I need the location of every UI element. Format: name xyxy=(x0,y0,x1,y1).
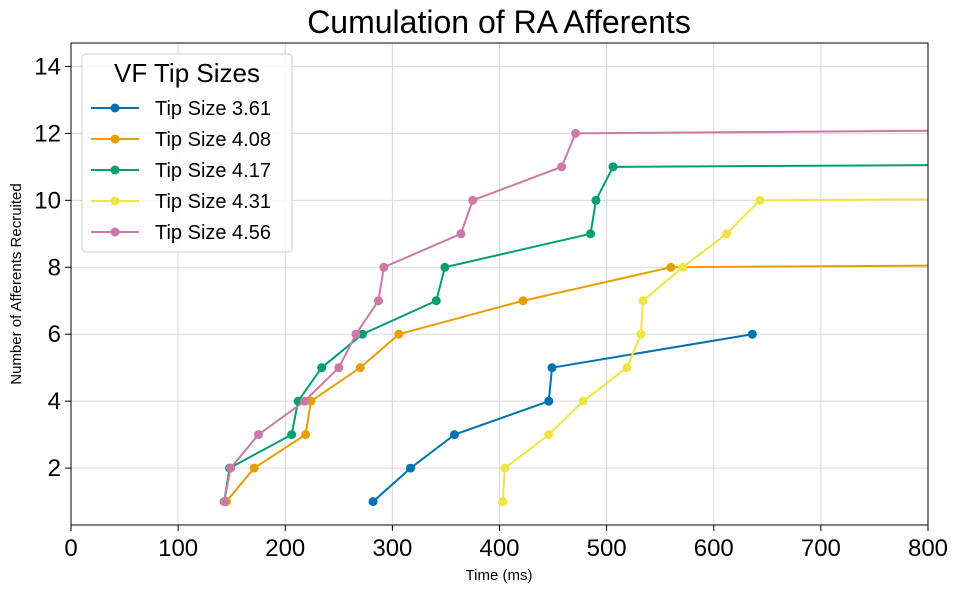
data-point xyxy=(357,329,367,339)
data-point xyxy=(547,363,557,373)
x-axis-ticks: 0 100 200 300 400 500 600 700 800 xyxy=(64,525,948,562)
data-point xyxy=(249,463,259,473)
data-point xyxy=(355,363,365,373)
data-point xyxy=(431,296,441,306)
data-point xyxy=(373,296,383,306)
y-axis-ticks: 2 4 6 8 10 12 14 xyxy=(34,53,71,482)
legend-marker xyxy=(110,227,120,237)
series-4 xyxy=(498,195,928,507)
y-tick-label: 4 xyxy=(48,388,61,415)
legend-label: Tip Size 4.08 xyxy=(155,129,271,151)
legend-marker xyxy=(110,196,120,206)
data-point xyxy=(456,229,466,239)
series-line xyxy=(372,333,753,503)
data-point xyxy=(544,396,554,406)
data-point xyxy=(306,396,316,406)
data-point xyxy=(722,229,732,239)
legend-label: Tip Size 4.17 xyxy=(155,160,271,182)
x-tick-label: 700 xyxy=(801,535,841,562)
series-5 xyxy=(219,128,928,507)
x-tick-label: 100 xyxy=(158,535,198,562)
data-point xyxy=(440,262,450,272)
x-tick-label: 300 xyxy=(372,535,412,562)
data-point xyxy=(317,363,327,373)
y-tick-label: 14 xyxy=(34,53,61,80)
data-point xyxy=(591,195,601,205)
data-point xyxy=(301,430,311,440)
legend-items: Tip Size 3.61 Tip Size 4.08 Tip Size 4.17 T… xyxy=(91,98,271,244)
y-axis-label: Number of Afferents Recruited xyxy=(8,183,25,385)
data-point xyxy=(219,497,229,507)
series-line xyxy=(223,164,928,502)
data-point xyxy=(666,262,676,272)
data-point xyxy=(638,296,648,306)
data-point xyxy=(498,497,508,507)
data-point xyxy=(518,296,528,306)
legend-label: Tip Size 4.56 xyxy=(155,222,271,244)
data-point xyxy=(678,262,688,272)
data-point xyxy=(300,396,310,406)
data-point xyxy=(450,430,460,440)
data-point xyxy=(394,329,404,339)
y-tick-label: 12 xyxy=(34,120,61,147)
x-axis-label: Time (ms) xyxy=(466,567,533,584)
data-point xyxy=(755,195,765,205)
y-tick-label: 6 xyxy=(48,321,61,348)
series-line xyxy=(501,198,928,502)
x-tick-label: 200 xyxy=(265,535,305,562)
x-tick-label: 500 xyxy=(587,535,627,562)
data-point xyxy=(368,497,378,507)
legend-box xyxy=(81,53,293,253)
series-1 xyxy=(368,329,757,507)
legend-label: Tip Size 4.31 xyxy=(155,191,271,213)
data-point xyxy=(334,363,344,373)
x-tick-label: 600 xyxy=(694,535,734,562)
data-point xyxy=(747,329,757,339)
data-point xyxy=(468,195,478,205)
data-point xyxy=(622,363,632,373)
data-point xyxy=(636,329,646,339)
y-tick-label: 2 xyxy=(48,455,61,482)
legend-title: VF Tip Sizes xyxy=(114,58,260,88)
data-point xyxy=(544,430,554,440)
data-point xyxy=(226,463,236,473)
series-line xyxy=(225,264,928,503)
x-tick-label: 400 xyxy=(479,535,519,562)
legend-marker xyxy=(110,103,120,113)
data-point xyxy=(571,128,581,138)
data-point xyxy=(608,162,618,172)
series-2 xyxy=(221,262,928,507)
series-line xyxy=(223,129,928,502)
x-tick-label: 800 xyxy=(908,535,948,562)
chart-title: Cumulation of RA Afferents xyxy=(307,4,691,40)
y-tick-label: 8 xyxy=(48,254,61,281)
data-point xyxy=(500,463,510,473)
data-point xyxy=(557,162,567,172)
y-tick-label: 10 xyxy=(34,187,61,214)
data-point xyxy=(379,262,389,272)
data-point xyxy=(586,229,596,239)
data-point xyxy=(253,430,263,440)
data-point xyxy=(406,463,416,473)
data-point xyxy=(351,329,361,339)
data-point xyxy=(287,430,297,440)
legend-marker xyxy=(110,134,120,144)
legend-label: Tip Size 3.61 xyxy=(155,98,271,120)
legend-marker xyxy=(110,165,120,175)
data-point xyxy=(578,396,588,406)
series-layer xyxy=(219,128,928,507)
x-tick-label: 0 xyxy=(64,535,77,562)
